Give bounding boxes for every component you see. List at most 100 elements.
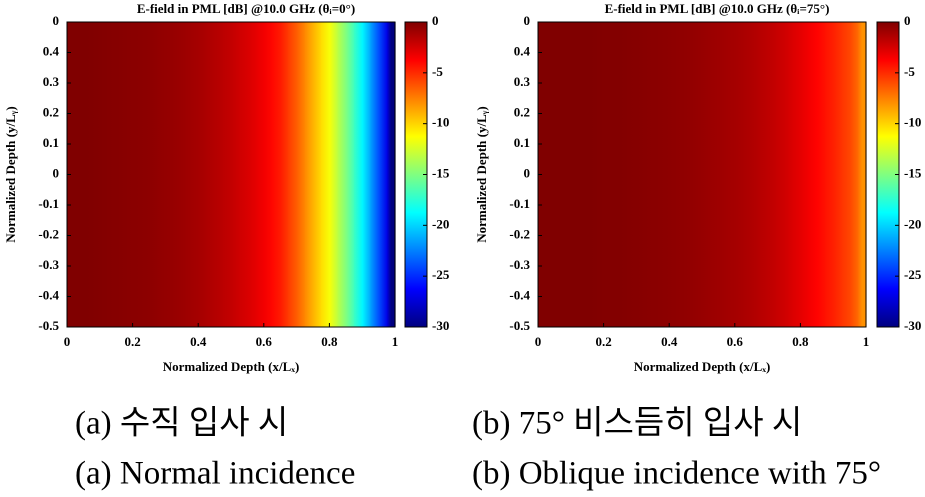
colorbar-tick-label: -10 — [432, 115, 449, 130]
heat-cell — [538, 22, 547, 327]
y-tick-label: 0.3 — [43, 74, 60, 89]
heat-cell — [644, 22, 662, 327]
y-tick-label: -0.3 — [509, 257, 530, 272]
heat-cell — [288, 22, 306, 327]
heat-cell — [157, 22, 175, 327]
x-tick-label: 0.4 — [190, 334, 207, 349]
heat-cell — [75, 22, 93, 327]
heat-cell — [206, 22, 224, 327]
heat-cell — [825, 22, 842, 327]
caption-korean: (b) 75° 비스듬히 입사 시 — [472, 406, 802, 442]
x-axis-label: Normalized Depth (x/Lₓ) — [163, 359, 300, 374]
y-tick-label: 0.4 — [43, 43, 60, 58]
heat-cell — [190, 22, 207, 327]
heat-cell — [67, 22, 76, 327]
heat-cell — [775, 22, 793, 327]
y-tick-label: -0.3 — [38, 257, 59, 272]
caption-english: (b) Oblique incidence with 75° — [472, 456, 881, 492]
colorbar-tick-label: -10 — [904, 115, 921, 130]
colorbar-tick-label: 0 — [432, 13, 439, 28]
colorbar-tick-label: -15 — [904, 165, 922, 180]
heat-cell — [304, 22, 322, 327]
x-tick-label: 0.2 — [595, 334, 611, 349]
y-tick-label: -0.4 — [509, 287, 530, 302]
colorbar-tick-label: -5 — [904, 64, 915, 79]
heat-cell — [255, 22, 273, 327]
heat-cell — [173, 22, 191, 327]
heat-cell — [108, 22, 125, 327]
y-tick-label: -0.2 — [509, 226, 530, 241]
y-tick-label: 0 — [524, 165, 531, 180]
colorbar-tick-label: -15 — [432, 165, 450, 180]
y-tick-label: -0.2 — [38, 226, 59, 241]
colorbar-tick-label: -30 — [432, 318, 449, 333]
colorbar-tick-label: -25 — [904, 267, 922, 282]
x-tick-label: 0.8 — [792, 334, 809, 349]
y-tick-label: -0.5 — [38, 318, 59, 333]
y-tick-label: -0.4 — [38, 287, 59, 302]
colorbar-tick-label: -30 — [904, 318, 921, 333]
x-tick-label: 0.6 — [727, 334, 744, 349]
heat-cell — [272, 22, 289, 327]
colorbar-tick-label: 0 — [904, 13, 911, 28]
heat-cell — [693, 22, 711, 327]
heat-cell — [321, 22, 339, 327]
heat-cell — [337, 22, 355, 327]
x-axis-label: Normalized Depth (x/Lₓ) — [634, 359, 771, 374]
heat-cell — [222, 22, 240, 327]
heat-cell — [628, 22, 646, 327]
heat-cell — [857, 22, 867, 327]
heat-cell — [841, 22, 859, 327]
x-tick-label: 0.6 — [256, 334, 273, 349]
heat-cell — [124, 22, 142, 327]
x-tick-label: 1 — [392, 334, 399, 349]
heat-cell — [743, 22, 760, 327]
x-tick-label: 0.4 — [661, 334, 678, 349]
y-tick-label: 0 — [524, 13, 531, 28]
y-tick-label: 0 — [53, 13, 60, 28]
heat-cell — [239, 22, 257, 327]
heat-cell — [595, 22, 613, 327]
x-tick-label: 1 — [863, 334, 870, 349]
x-tick-label: 0 — [535, 334, 542, 349]
heat-cell — [546, 22, 564, 327]
chart-title: E-field in PML [dB] @10.0 GHz (θᵢ=75°) — [605, 1, 830, 16]
y-axis-label: Normalized Depth (y/Lᵧ) — [3, 106, 18, 243]
y-tick-label: -0.1 — [509, 196, 530, 211]
heat-cell — [354, 22, 371, 327]
y-tick-label: 0.3 — [514, 74, 531, 89]
y-axis-label: Normalized Depth (y/Lᵧ) — [474, 106, 489, 243]
heat-cell — [611, 22, 629, 327]
colorbar-tick-label: -20 — [432, 216, 449, 231]
x-tick-label: 0 — [64, 334, 71, 349]
caption-english: (a) Normal incidence — [75, 456, 355, 492]
y-tick-label: -0.5 — [509, 318, 530, 333]
caption-korean: (a) 수직 입사 시 — [75, 406, 288, 442]
y-tick-label: -0.1 — [38, 196, 59, 211]
heat-cell — [759, 22, 777, 327]
heat-cell — [677, 22, 695, 327]
heat-cell — [792, 22, 810, 327]
heat-cell — [386, 22, 396, 327]
heat-cell — [726, 22, 744, 327]
y-tick-label: 0.1 — [43, 135, 59, 150]
chart-title: E-field in PML [dB] @10.0 GHz (θᵢ=0°) — [137, 1, 355, 16]
x-tick-label: 0.2 — [124, 334, 140, 349]
colorbar-tick-label: -5 — [432, 64, 443, 79]
heat-cell — [808, 22, 826, 327]
heat-cell — [91, 22, 109, 327]
y-tick-label: 0.2 — [43, 104, 59, 119]
heat-cell — [661, 22, 678, 327]
heat-cell — [710, 22, 728, 327]
y-tick-label: 0.4 — [514, 43, 531, 58]
colorbar-tick-label: -20 — [904, 216, 921, 231]
heat-cell — [562, 22, 580, 327]
colorbar-tick-label: -25 — [432, 267, 450, 282]
heat-cell — [140, 22, 158, 327]
y-tick-label: 0.1 — [514, 135, 530, 150]
y-tick-label: 0 — [53, 165, 60, 180]
heat-cell — [370, 22, 388, 327]
y-tick-label: 0.2 — [514, 104, 530, 119]
heat-cell — [579, 22, 596, 327]
